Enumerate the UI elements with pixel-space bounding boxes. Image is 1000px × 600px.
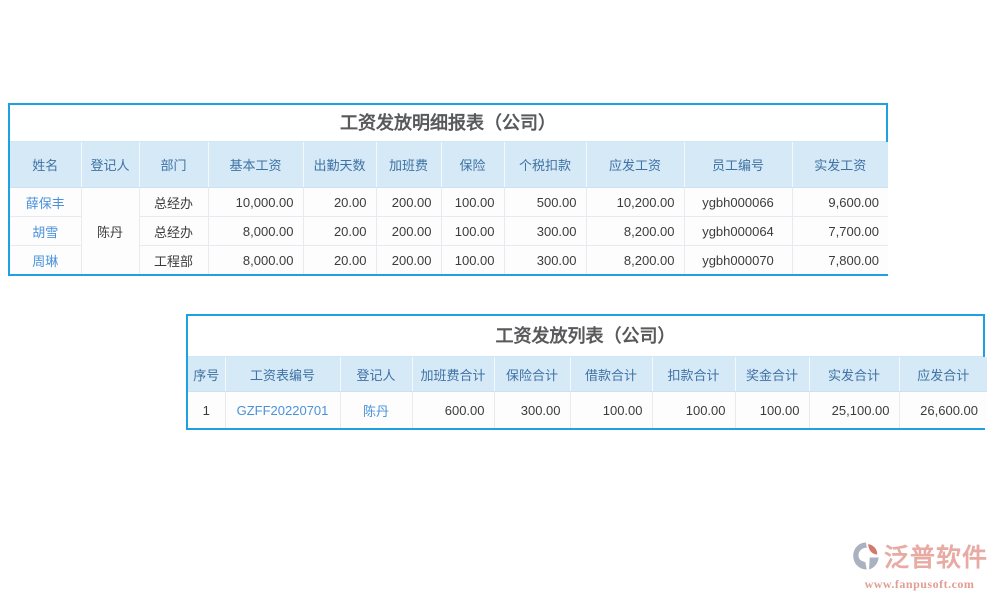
payable-salary-cell: 10,200.00: [585, 187, 684, 217]
col-insurance-total: 保险合计: [493, 357, 570, 392]
insurance-cell: 100.00: [440, 216, 504, 246]
attendance-days-cell: 20.00: [302, 245, 376, 274]
employee-id-cell: ygbh000070: [683, 245, 792, 274]
employee-name-link[interactable]: 胡雪: [32, 224, 59, 240]
employee-name-cell: 周琳: [10, 245, 81, 274]
department-cell: 总经办: [138, 216, 208, 246]
employee-name-link[interactable]: 周琳: [32, 253, 59, 269]
insurance-cell: 100.00: [440, 245, 504, 274]
col-insurance: 保险: [440, 142, 504, 188]
base-salary-cell: 10,000.00: [207, 187, 303, 217]
sheet-no-cell: GZFF20220701: [224, 391, 340, 428]
fanpusoft-watermark: 泛普软件 www.fanpusoft.com: [851, 541, 988, 590]
registrant-cell: 陈丹: [80, 187, 139, 274]
overtime-pay-cell: 200.00: [375, 245, 441, 274]
list-report-table: 序号 工资表编号 登记人 加班费合计 保险合计 借款合计 扣款合计 奖金合计 实…: [188, 357, 987, 428]
base-salary-cell: 8,000.00: [207, 216, 303, 246]
detail-row-3: 周琳 工程部 8,000.00 20.00 200.00 100.00 300.…: [10, 245, 888, 274]
list-row-1: 1 GZFF20220701 陈丹 600.00 300.00 100.00 1…: [188, 391, 987, 428]
col-payable-salary: 应发工资: [585, 142, 684, 188]
actual-salary-cell: 7,700.00: [791, 216, 888, 246]
col-attendance-days: 出勤天数: [302, 142, 376, 188]
employee-id-cell: ygbh000066: [683, 187, 792, 217]
col-deduction-total: 扣款合计: [651, 357, 735, 392]
detail-row-2: 胡雪 总经办 8,000.00 20.00 200.00 100.00 300.…: [10, 216, 888, 246]
col-registrant: 登记人: [80, 142, 139, 188]
detail-row-1: 薛保丰 陈丹 总经办 10,000.00 20.00 200.00 100.00…: [10, 187, 888, 274]
col-actual-total: 实发合计: [808, 357, 899, 392]
col-actual-salary: 实发工资: [791, 142, 888, 188]
employee-name-cell: 薛保丰: [10, 187, 81, 217]
list-header-row: 序号 工资表编号 登记人 加班费合计 保险合计 借款合计 扣款合计 奖金合计 实…: [188, 357, 987, 392]
col-payable-total: 应发合计: [898, 357, 987, 392]
bonus-total-cell: 100.00: [734, 391, 809, 428]
col-overtime-pay: 加班费: [375, 142, 441, 188]
payable-salary-cell: 8,200.00: [585, 216, 684, 246]
detail-report-title: 工资发放明细报表（公司）: [10, 105, 886, 142]
department-cell: 总经办: [138, 187, 208, 217]
fanpu-logo-icon: [851, 541, 881, 575]
department-cell: 工程部: [138, 245, 208, 274]
list-report-title: 工资发放列表（公司）: [188, 316, 983, 357]
tax-deduction-cell: 500.00: [503, 187, 586, 217]
col-seq-no: 序号: [188, 357, 225, 392]
base-salary-cell: 8,000.00: [207, 245, 303, 274]
col-overtime-total: 加班费合计: [411, 357, 494, 392]
col-loan-total: 借款合计: [569, 357, 652, 392]
salary-detail-report: 工资发放明细报表（公司） 姓名 登记人 部门 基本工资 出勤天数 加班费 保险 …: [8, 103, 888, 276]
employee-id-cell: ygbh000064: [683, 216, 792, 246]
payable-salary-cell: 8,200.00: [585, 245, 684, 274]
payable-total-cell: 26,600.00: [898, 391, 987, 428]
employee-name-cell: 胡雪: [10, 216, 81, 246]
col-bonus-total: 奖金合计: [734, 357, 809, 392]
brand-name: 泛普软件: [883, 543, 988, 572]
overtime-pay-cell: 200.00: [375, 216, 441, 246]
registrant-link[interactable]: 陈丹: [362, 403, 389, 419]
col-base-salary: 基本工资: [207, 142, 303, 188]
actual-salary-cell: 9,600.00: [791, 187, 888, 217]
seq-no-cell: 1: [188, 391, 225, 428]
loan-total-cell: 100.00: [569, 391, 652, 428]
col-sheet-no: 工资表编号: [224, 357, 340, 392]
insurance-total-cell: 300.00: [493, 391, 570, 428]
overtime-pay-cell: 200.00: [375, 187, 441, 217]
brand-url: www.fanpusoft.com: [864, 577, 975, 591]
tax-deduction-cell: 300.00: [503, 245, 586, 274]
attendance-days-cell: 20.00: [302, 216, 376, 246]
registrant-cell: 陈丹: [339, 391, 412, 428]
col-name: 姓名: [10, 142, 81, 188]
employee-name-link[interactable]: 薛保丰: [25, 195, 65, 211]
col-tax-deduction: 个税扣款: [503, 142, 586, 188]
tax-deduction-cell: 300.00: [503, 216, 586, 246]
detail-header-row: 姓名 登记人 部门 基本工资 出勤天数 加班费 保险 个税扣款 应发工资 员工编…: [10, 142, 888, 188]
sheet-no-link[interactable]: GZFF20220701: [236, 402, 329, 418]
detail-report-table: 姓名 登记人 部门 基本工资 出勤天数 加班费 保险 个税扣款 应发工资 员工编…: [10, 142, 888, 274]
attendance-days-cell: 20.00: [302, 187, 376, 217]
overtime-total-cell: 600.00: [411, 391, 494, 428]
col-employee-id: 员工编号: [683, 142, 792, 188]
insurance-cell: 100.00: [440, 187, 504, 217]
col-registrant: 登记人: [339, 357, 412, 392]
salary-list-report: 工资发放列表（公司） 序号 工资表编号 登记人 加班费合计 保险合计 借款合计 …: [186, 314, 987, 430]
actual-salary-cell: 7,800.00: [791, 245, 888, 274]
deduction-total-cell: 100.00: [651, 391, 735, 428]
actual-total-cell: 25,100.00: [808, 391, 899, 428]
col-department: 部门: [138, 142, 208, 188]
